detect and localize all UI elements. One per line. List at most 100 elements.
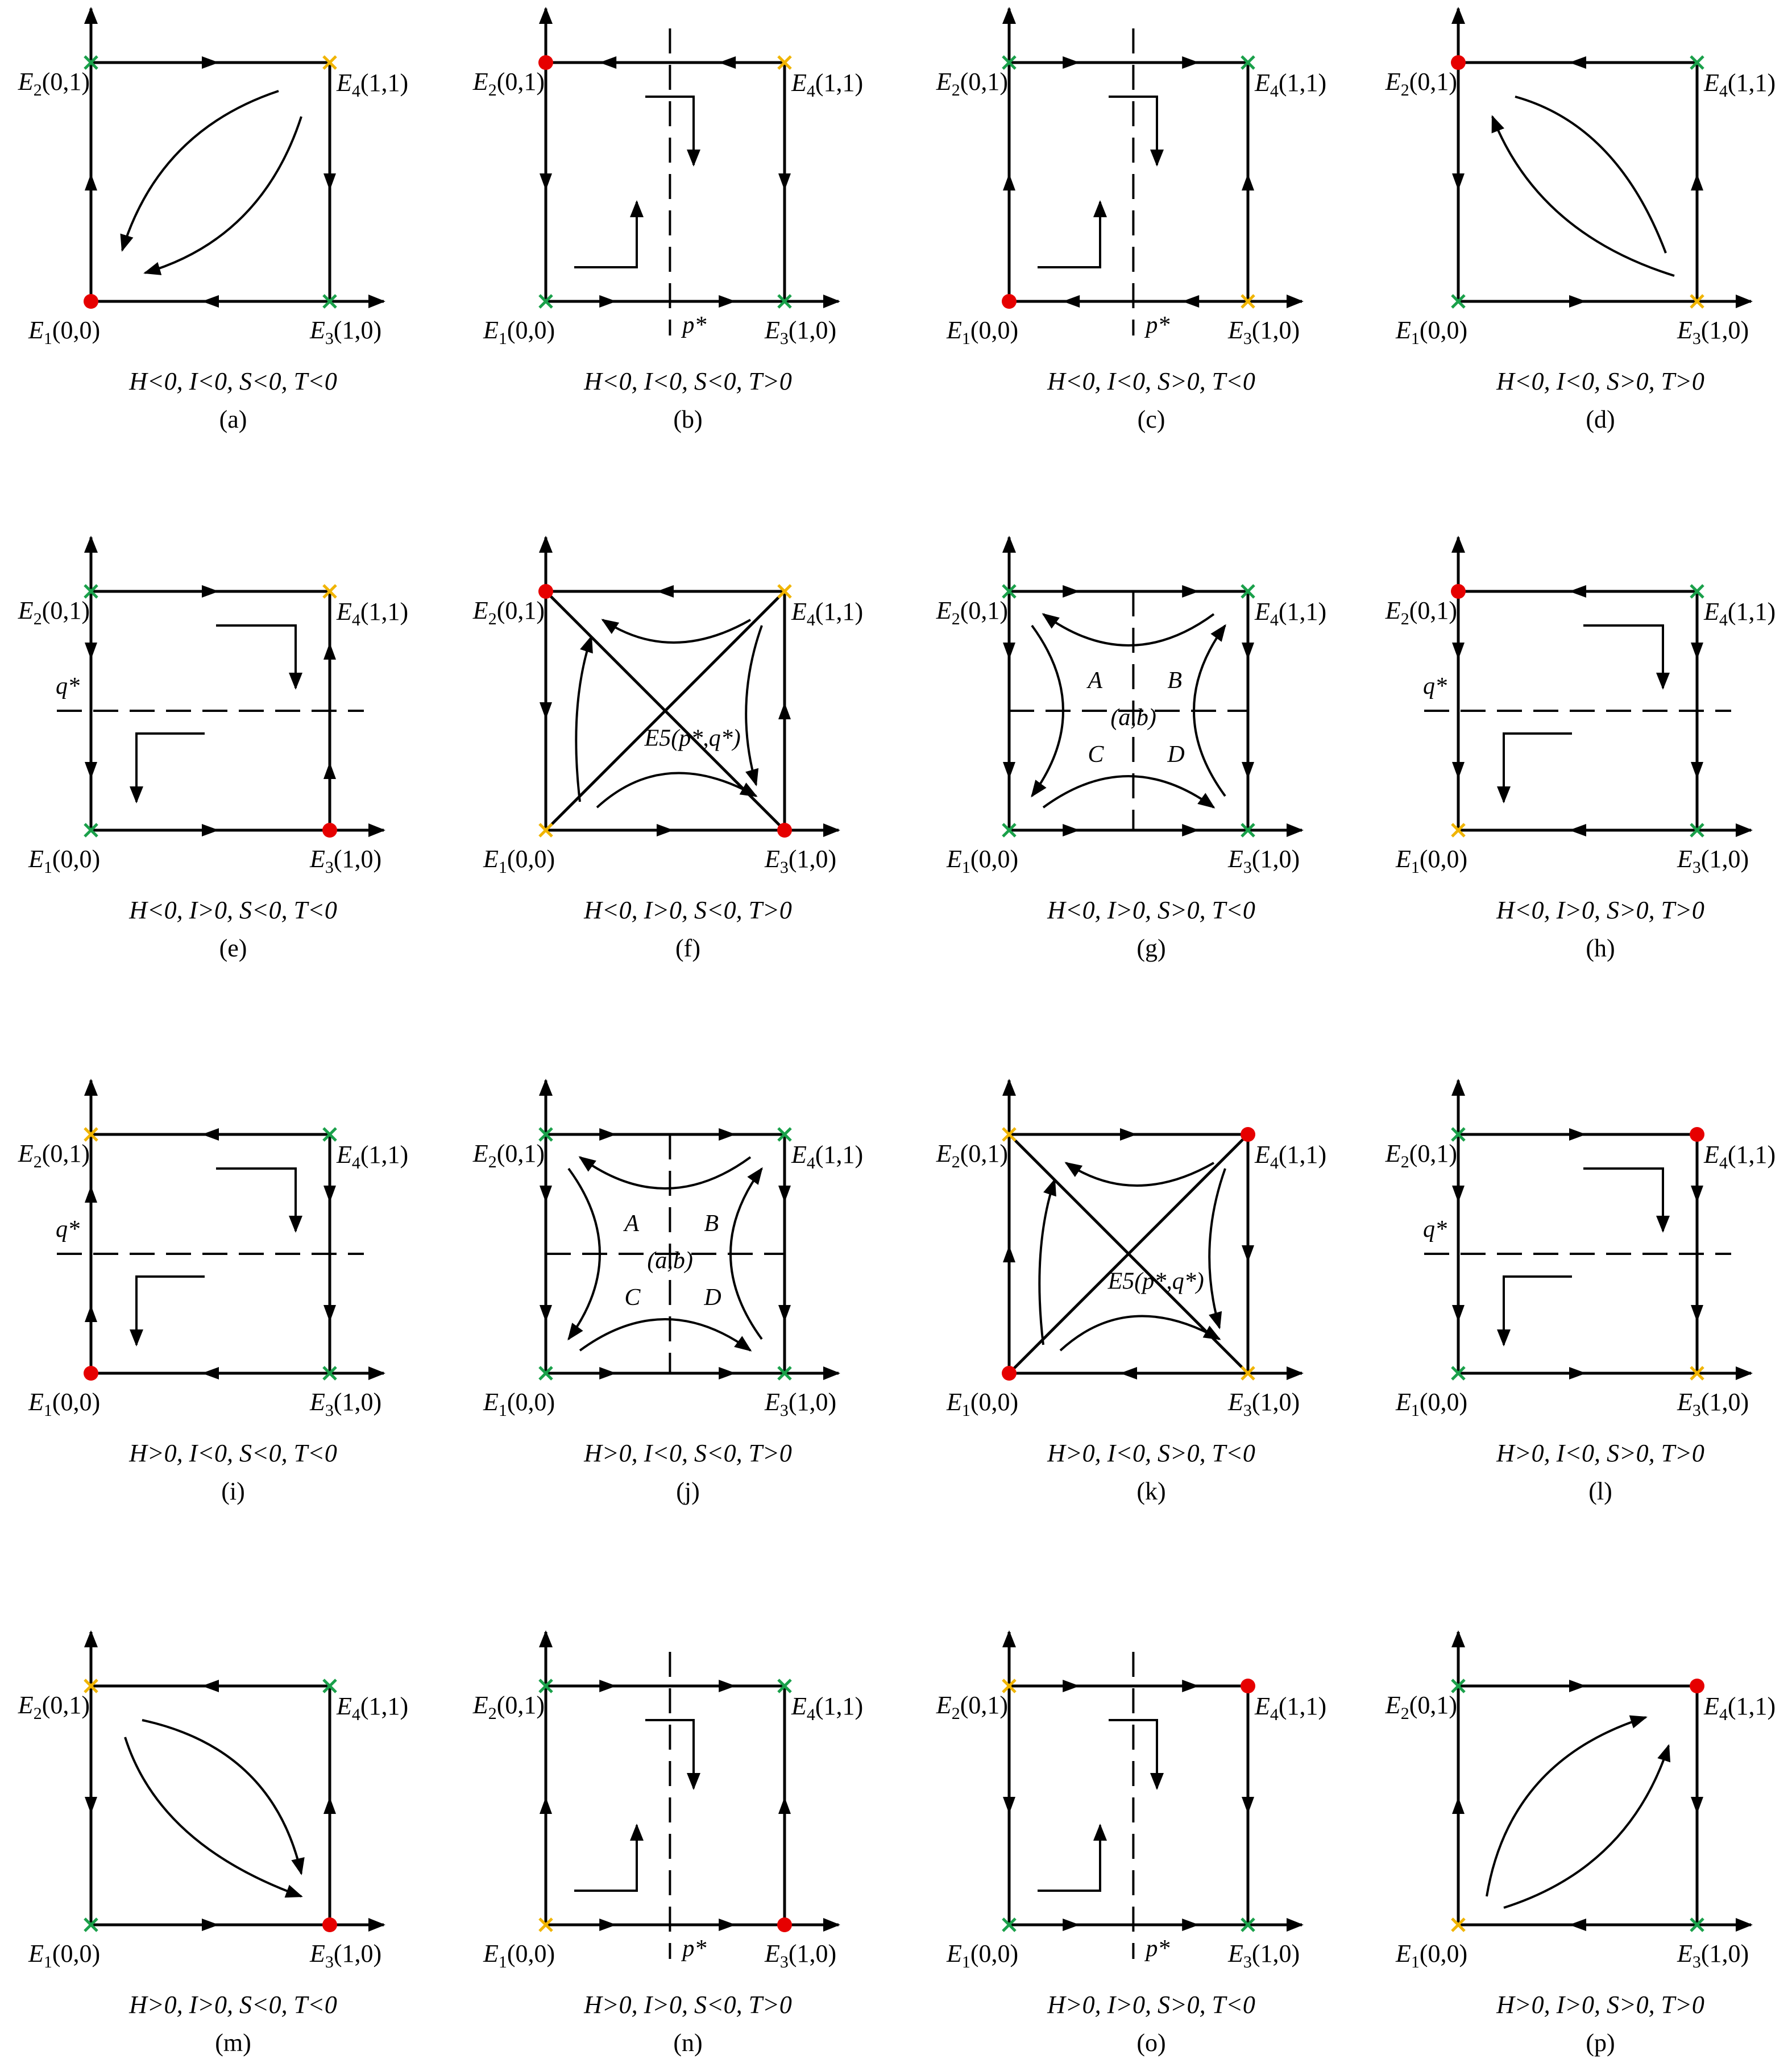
point-marker-E3 bbox=[1241, 1917, 1255, 1932]
panel-tag: (d) bbox=[1586, 405, 1615, 433]
trajectory-curve bbox=[1059, 1315, 1221, 1352]
flow-elbow-arrow bbox=[216, 1167, 302, 1233]
point-marker-E3 bbox=[1241, 294, 1255, 309]
condition-label: H<0, I<0, S<0, T>0 bbox=[583, 367, 792, 395]
marker-stroke bbox=[777, 55, 792, 70]
point-marker-E3 bbox=[777, 294, 792, 309]
marker-stroke bbox=[84, 1127, 98, 1142]
point-marker-E3 bbox=[322, 823, 337, 838]
right-edge-arrow bbox=[1242, 762, 1254, 779]
trajectory-curve bbox=[1193, 624, 1226, 797]
condition-label: H>0, I>0, S>0, T>0 bbox=[1496, 1991, 1704, 2019]
condition-label: H<0, I>0, S<0, T<0 bbox=[128, 896, 337, 924]
bottom-edge-arrow bbox=[202, 1367, 219, 1379]
bottom-edge-arrow bbox=[599, 1367, 617, 1379]
marker-stroke bbox=[777, 1679, 792, 1693]
bottom-edge-arrow bbox=[599, 1919, 617, 1931]
point-marker-E2 bbox=[1002, 1127, 1017, 1142]
top-edge-arrow bbox=[719, 1128, 736, 1141]
trajectory-curve bbox=[567, 1167, 601, 1341]
top-edge-arrow bbox=[202, 1680, 219, 1692]
marker-stroke bbox=[777, 294, 792, 309]
p-star-label: p* bbox=[1144, 1936, 1169, 1962]
point-marker-E1 bbox=[1002, 1917, 1017, 1932]
point-marker-E1 bbox=[538, 294, 553, 309]
point-label-E4: E4(1,1) bbox=[336, 69, 408, 101]
point-label-E4: E4(1,1) bbox=[1254, 1692, 1326, 1724]
condition-label: H>0, I<0, S>0, T<0 bbox=[1047, 1439, 1255, 1467]
bottom-edge-arrow bbox=[202, 824, 219, 836]
bottom-edge-arrow bbox=[1063, 1919, 1080, 1931]
marker-stroke bbox=[1690, 584, 1704, 599]
point-label-E2: E2(0,1) bbox=[936, 68, 1008, 100]
point-marker-E2 bbox=[84, 1679, 98, 1693]
phase-panel-e: q* E2(0,1) E4(1,1) E1(0,0) E3(1,0) H<0, I>0, … bbox=[18, 536, 408, 962]
right-edge-arrow bbox=[778, 1797, 791, 1814]
point-label-E2: E2(0,1) bbox=[472, 1691, 545, 1723]
point-marker-E4 bbox=[777, 55, 792, 70]
flow-elbow-arrow bbox=[645, 96, 700, 167]
bottom-edge-arrow bbox=[599, 295, 617, 308]
marker-stroke bbox=[777, 1127, 792, 1142]
marker-stroke bbox=[1690, 55, 1704, 70]
left-edge-arrow bbox=[1003, 173, 1015, 190]
marker-stroke bbox=[84, 584, 98, 599]
point-label-E3: E3(1,0) bbox=[309, 316, 381, 348]
condition-label: H>0, I>0, S<0, T>0 bbox=[583, 1991, 792, 2019]
trajectory-curve bbox=[124, 1737, 303, 1898]
right-edge-arrow bbox=[778, 173, 791, 190]
point-marker-E3 bbox=[322, 1366, 337, 1381]
trajectory-curve bbox=[120, 90, 279, 252]
left-edge-arrow bbox=[1452, 173, 1465, 190]
marker-stroke bbox=[1451, 1679, 1466, 1693]
point-marker-E3 bbox=[777, 1917, 792, 1932]
marker-stroke bbox=[538, 823, 553, 838]
point-marker-E4 bbox=[777, 1679, 792, 1693]
e5-label: E5(p*,q*) bbox=[1107, 1269, 1204, 1295]
trajectory-curve bbox=[575, 635, 593, 802]
left-edge-arrow bbox=[85, 1186, 97, 1203]
point-label-E1: E1(0,0) bbox=[946, 316, 1018, 348]
point-marker-E3 bbox=[1690, 1917, 1704, 1932]
condition-label: H<0, I<0, S>0, T<0 bbox=[1047, 367, 1255, 395]
point-marker-E3 bbox=[1690, 1366, 1704, 1381]
point-marker-E3 bbox=[1690, 823, 1704, 838]
trajectory-curve bbox=[1208, 1168, 1226, 1329]
left-edge-arrow bbox=[540, 1797, 552, 1814]
phase-panel-f: E5(p*,q*) E2(0,1) E4(1,1) E1(0,0) E3(1,0) H<0… bbox=[472, 536, 863, 962]
trajectory-curve bbox=[143, 116, 302, 275]
point-label-E1: E1(0,0) bbox=[1395, 845, 1467, 877]
point-label-E2: E2(0,1) bbox=[936, 596, 1008, 628]
trajectory-curve bbox=[601, 619, 751, 644]
marker-stroke bbox=[1241, 1917, 1255, 1932]
trajectory-curve bbox=[1042, 613, 1215, 647]
point-marker-E4 bbox=[1241, 1679, 1255, 1693]
marker-stroke bbox=[1451, 823, 1466, 838]
marker-stroke bbox=[538, 1917, 553, 1932]
left-edge-arrow bbox=[540, 1305, 552, 1322]
marker-stroke bbox=[1241, 55, 1255, 70]
point-marker-E1 bbox=[1002, 294, 1017, 309]
panel-tag: (n) bbox=[673, 2029, 702, 2057]
point-marker-E1 bbox=[538, 1366, 553, 1381]
separatrix bbox=[1008, 1133, 1249, 1374]
left-edge-arrow bbox=[540, 173, 552, 190]
top-edge-arrow bbox=[1569, 1680, 1586, 1692]
point-label-E3: E3(1,0) bbox=[1227, 1940, 1300, 1971]
flow-elbow-arrow bbox=[216, 624, 302, 690]
panel-tag: (c) bbox=[1138, 405, 1165, 433]
condition-label: H<0, I<0, S<0, T<0 bbox=[128, 367, 337, 395]
point-marker-E2 bbox=[1002, 584, 1017, 599]
marker-stroke bbox=[322, 1679, 337, 1693]
phase-panel-p: E2(0,1) E4(1,1) E1(0,0) E3(1,0) H>0, I>0, S>… bbox=[1385, 1630, 1776, 2057]
point-label-E4: E4(1,1) bbox=[791, 598, 863, 629]
marker-stroke bbox=[1002, 1917, 1017, 1932]
flow-elbow-arrow bbox=[1109, 96, 1164, 167]
point-marker-E2 bbox=[1451, 584, 1466, 599]
marker-stroke bbox=[322, 55, 337, 70]
point-label-E4: E4(1,1) bbox=[336, 1141, 408, 1173]
panel-tag: (g) bbox=[1136, 934, 1165, 962]
point-marker-E4 bbox=[1241, 55, 1255, 70]
q-star-label: q* bbox=[56, 1216, 80, 1242]
flow-elbow-arrow bbox=[1497, 1275, 1572, 1347]
